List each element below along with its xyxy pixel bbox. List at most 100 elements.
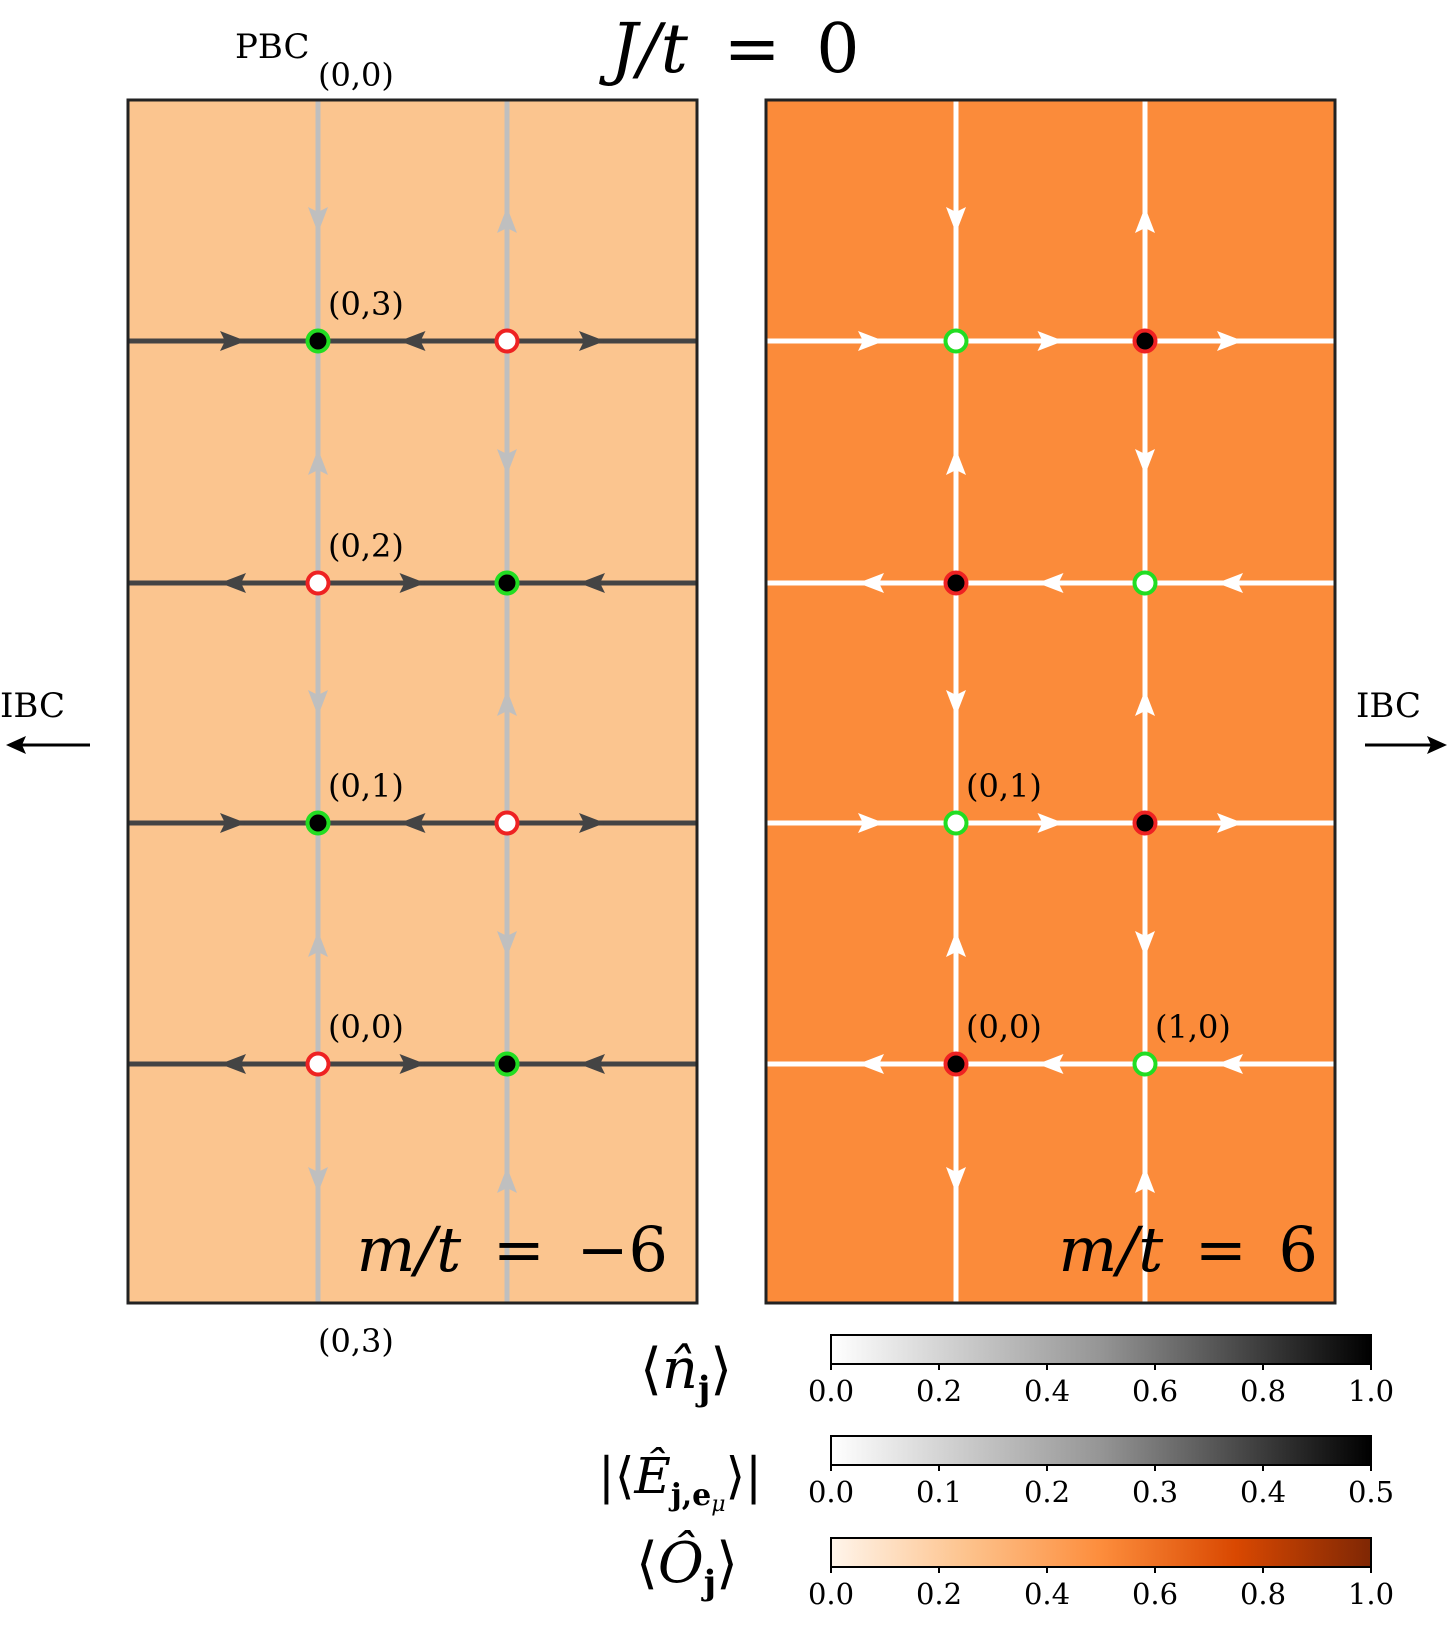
right-horizontal-arrow-icon [1037, 1054, 1064, 1074]
colorbar-tick-label: 0.6 [1132, 1374, 1178, 1408]
lattice-site [494, 810, 520, 836]
lattice-site [1132, 328, 1158, 354]
left-vertical-arrow-icon [497, 207, 517, 233]
right-horizontal-arrow-icon [858, 1054, 884, 1074]
left-vertical-arrow-icon [308, 207, 328, 233]
left-vertical-arrow-icon [497, 931, 517, 957]
left-panel-frame [126, 98, 699, 1305]
pbc-top-coord: (0,0) [318, 56, 394, 94]
left-horizontal-arrow-icon [579, 813, 605, 833]
colorbar-tick-label: 0.2 [1024, 1475, 1070, 1509]
left-vertical-links [308, 100, 517, 1303]
colorbar-tick-label: 0.4 [1024, 1577, 1070, 1611]
left-horizontal-arrow-icon [220, 813, 246, 833]
lattice-site [305, 1051, 331, 1077]
right-ibc-arrow-icon [1365, 736, 1447, 754]
right-vertical-arrow-icon [946, 207, 966, 233]
right-panel-background [766, 100, 1335, 1303]
colorbar-tick-label: 1.0 [1348, 1374, 1394, 1408]
site-coordinate-label: (0,1) [328, 767, 404, 805]
right-horizontal-arrow-icon [858, 331, 884, 351]
right-horizontal-links [766, 331, 1335, 1074]
lattice-site [305, 810, 331, 836]
lattice-site [1132, 1051, 1158, 1077]
left-ibc-label: IBC [0, 686, 65, 726]
colorbar-tick-label: 0.2 [916, 1577, 962, 1611]
colorbar-tick-label: 1.0 [1348, 1577, 1394, 1611]
right-horizontal-arrow-icon [1217, 331, 1243, 351]
colorbar-tick-label: 0.8 [1240, 1374, 1286, 1408]
right-horizontal-arrow-icon [1217, 573, 1243, 593]
right-vertical-links [946, 100, 1155, 1303]
lattice-site [494, 1051, 520, 1077]
colorbar-tick-label: 0.2 [916, 1374, 962, 1408]
colorbar-tick-label: 0.3 [1132, 1475, 1178, 1509]
right-vertical-arrow-icon [1135, 690, 1155, 716]
right-vertical-arrow-icon [946, 690, 966, 716]
colorbar-label-density: ⟨n̂j⟩ [640, 1337, 732, 1409]
colorbar-label-electric-field: |⟨Êj,eμ⟩| [598, 1446, 762, 1517]
left-vertical-arrow-icon [497, 1167, 517, 1193]
colorbar-tick-label: 0.4 [1024, 1374, 1070, 1408]
left-horizontal-arrow-icon [399, 331, 426, 351]
left-vertical-arrow-icon [308, 1167, 328, 1193]
right-vertical-arrow-icon [946, 1167, 966, 1193]
left-horizontal-arrow-icon [399, 573, 426, 593]
left-ibc-arrow-icon [6, 736, 90, 754]
colorbar-tick-label: 0.4 [1240, 1475, 1286, 1509]
right-vertical-arrow-icon [1135, 207, 1155, 233]
left-horizontal-links [128, 331, 697, 1074]
site-coordinate-label: (0,0) [966, 1008, 1042, 1046]
colorbar-density-gradient [830, 1334, 1372, 1365]
right-ibc-label: IBC [1356, 686, 1421, 726]
right-vertical-arrow-icon [1135, 931, 1155, 957]
left-vertical-arrow-icon [308, 690, 328, 716]
left-horizontal-arrow-icon [399, 813, 426, 833]
lattice-site [494, 570, 520, 596]
right-panel: (0,1) (0,0) (1,0) m/t = 6 [764, 98, 1337, 1305]
right-horizontal-arrow-icon [1037, 813, 1064, 833]
figure-title: J/t = 0 [599, 10, 860, 89]
site-coordinate-label: (0,1) [966, 767, 1042, 805]
colorbar-electric-field: 0.0 0.1 0.2 0.3 0.4 0.5 [808, 1435, 1394, 1509]
colorbar-label-operator: ⟨Ôj⟩ [636, 1529, 738, 1603]
left-horizontal-arrow-icon [579, 331, 605, 351]
left-vertical-arrow-icon [497, 690, 517, 716]
right-vertical-arrow-icon [946, 449, 966, 475]
right-panel-frame [764, 98, 1337, 1305]
right-horizontal-arrow-icon [1217, 1054, 1243, 1074]
pbc-bottom-coord: (0,3) [318, 1322, 394, 1360]
left-site-labels: (0,3) (0,2) (0,1) (0,0) [328, 285, 404, 1046]
colorbar-tick-label: 0.8 [1240, 1577, 1286, 1611]
site-coordinate-label: (0,0) [328, 1008, 404, 1046]
right-horizontal-arrow-icon [858, 813, 884, 833]
left-horizontal-arrow-icon [399, 1054, 426, 1074]
colorbar-tick-label: 0.6 [1132, 1577, 1178, 1611]
left-horizontal-arrow-icon [220, 1054, 246, 1074]
colorbar-tick-label: 0.5 [1348, 1475, 1394, 1509]
left-sites [305, 328, 520, 1077]
colorbar-tick-label: 0.0 [808, 1577, 854, 1611]
left-vertical-arrow-icon [308, 931, 328, 957]
colorbar-tick-label: 0.0 [808, 1475, 854, 1509]
colorbar-operator: 0.0 0.2 0.4 0.6 0.8 1.0 [808, 1537, 1394, 1611]
pbc-label: PBC [235, 27, 310, 67]
left-horizontal-arrow-icon [220, 573, 246, 593]
lattice-site [943, 328, 969, 354]
left-horizontal-arrow-icon [579, 1054, 605, 1074]
lattice-site [943, 570, 969, 596]
right-horizontal-arrow-icon [1037, 331, 1064, 351]
lattice-site [943, 1051, 969, 1077]
colorbar-tick-label: 0.1 [916, 1475, 962, 1509]
lattice-site [1132, 570, 1158, 596]
right-sites [943, 328, 1158, 1077]
right-mass-label: m/t = 6 [1059, 1213, 1318, 1286]
right-vertical-arrow-icon [946, 931, 966, 957]
left-mass-label: m/t = −6 [357, 1213, 668, 1286]
site-coordinate-label: (1,0) [1155, 1008, 1231, 1046]
site-coordinate-label: (0,2) [328, 527, 404, 565]
right-vertical-arrow-icon [1135, 449, 1155, 475]
left-panel-background [128, 100, 697, 1303]
lattice-site [494, 328, 520, 354]
